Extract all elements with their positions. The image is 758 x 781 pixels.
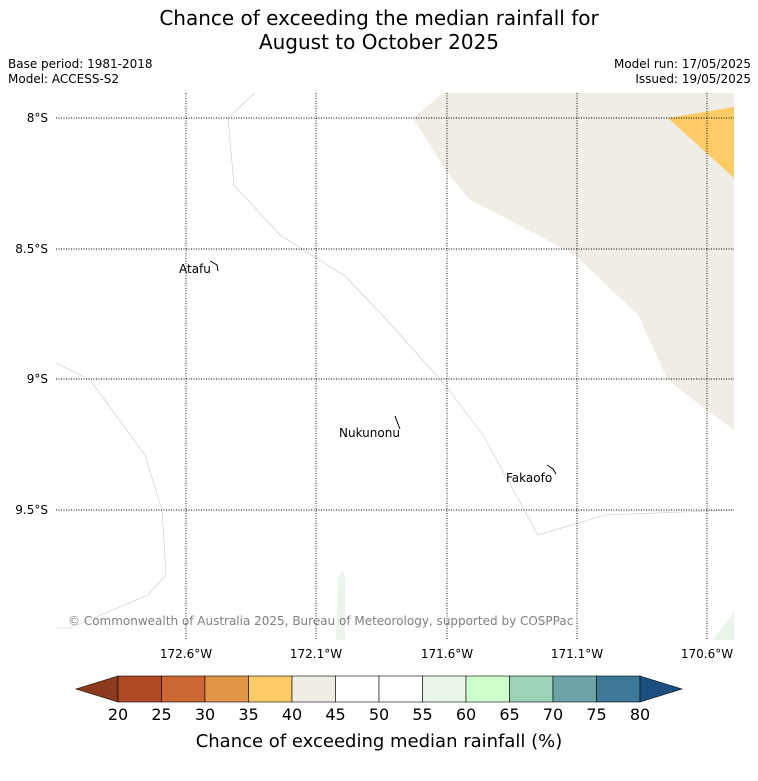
colorbar: [74, 675, 684, 703]
atoll-nukunonu-shape: [394, 415, 401, 430]
colorbar-bin-60-65: [465, 675, 510, 703]
colorbar-extend-high: [639, 675, 684, 703]
colorbar-bin-30-35: [204, 675, 249, 703]
atoll-fakaofo-shape: [546, 464, 557, 475]
title-line-1: Chance of exceeding the median rainfall …: [159, 6, 599, 30]
issued-date: Issued: 19/05/2025: [635, 72, 751, 86]
lon-label-171-6w: 171.6°W: [420, 647, 474, 661]
atoll-atafu-shape: [209, 260, 219, 272]
colorbar-tick: 75: [586, 705, 607, 724]
boundary-line-2: [55, 362, 167, 629]
meta-right: Model run: 17/05/2025 Issued: 19/05/2025: [614, 57, 751, 87]
colorbar-bin-35-40: [248, 675, 293, 703]
colorbar-bin-70-75: [552, 675, 597, 703]
lat-label-8-5s: 8.5°S: [15, 242, 48, 256]
title-line-2: August to October 2025: [258, 30, 500, 54]
colorbar-tick: 50: [368, 705, 390, 724]
lat-label-8s: 8°S: [26, 111, 48, 125]
colorbar-tick: 65: [499, 705, 520, 724]
lon-label-172-6w: 172.6°W: [159, 647, 213, 661]
place-label-nukunonu: Nukunonu: [339, 426, 400, 440]
colorbar-tick: 70: [542, 705, 564, 724]
colorbar-tick: 60: [455, 705, 477, 724]
colorbar-extend-low: [74, 675, 119, 703]
region-55-60: [336, 571, 345, 640]
colorbar-bin-40-45: [291, 675, 336, 703]
model-name: Model: ACCESS-S2: [8, 72, 120, 86]
copyright-notice: © Commonwealth of Australia 2025, Bureau…: [68, 614, 574, 628]
colorbar-bin-65-70: [509, 675, 554, 703]
place-label-fakaofo: Fakaofo: [506, 471, 553, 485]
colorbar-tick: 35: [238, 705, 259, 724]
colorbar-bin-75-80: [596, 675, 641, 703]
lat-label-9-5s: 9.5°S: [15, 503, 48, 517]
lon-label-171-1w: 171.1°W: [550, 647, 604, 661]
place-label-atafu: Atafu: [179, 262, 211, 276]
colorbar-bin-55-60: [422, 675, 467, 703]
colorbar-bin-45-50: [335, 675, 380, 703]
colorbar-tick: 55: [412, 705, 433, 724]
colorbar-bin-20-25: [117, 675, 162, 703]
colorbar-label: Chance of exceeding median rainfall (%): [195, 731, 563, 752]
model-run: Model run: 17/05/2025: [613, 57, 751, 71]
colorbar-tick: 20: [107, 705, 129, 724]
lat-label-9s: 9°S: [26, 372, 48, 386]
colorbar-bin-50-55: [378, 675, 423, 703]
colorbar-tick: 30: [194, 705, 216, 724]
lon-label-172-1w: 172.1°W: [289, 647, 343, 661]
boundary-line-1: [227, 92, 735, 536]
colorbar-tick: 45: [325, 705, 346, 724]
gridlines: [56, 93, 734, 640]
colorbar-bin-25-30: [161, 675, 206, 703]
region-55-60-corner: [713, 612, 734, 640]
colorbar-tick: 80: [629, 705, 651, 724]
colorbar-tick: 40: [281, 705, 303, 724]
base-period: Base period: 1981-2018: [8, 57, 153, 71]
meta-left: Base period: 1981-2018 Model: ACCESS-S2: [8, 57, 153, 87]
colorbar-tick: 25: [151, 705, 172, 724]
map-area: [55, 92, 735, 640]
lon-label-170-6w: 170.6°W: [680, 647, 734, 661]
map-title: Chance of exceeding the median rainfall …: [0, 6, 758, 54]
region-35-40: [668, 107, 734, 178]
region-40-45: [413, 93, 734, 430]
